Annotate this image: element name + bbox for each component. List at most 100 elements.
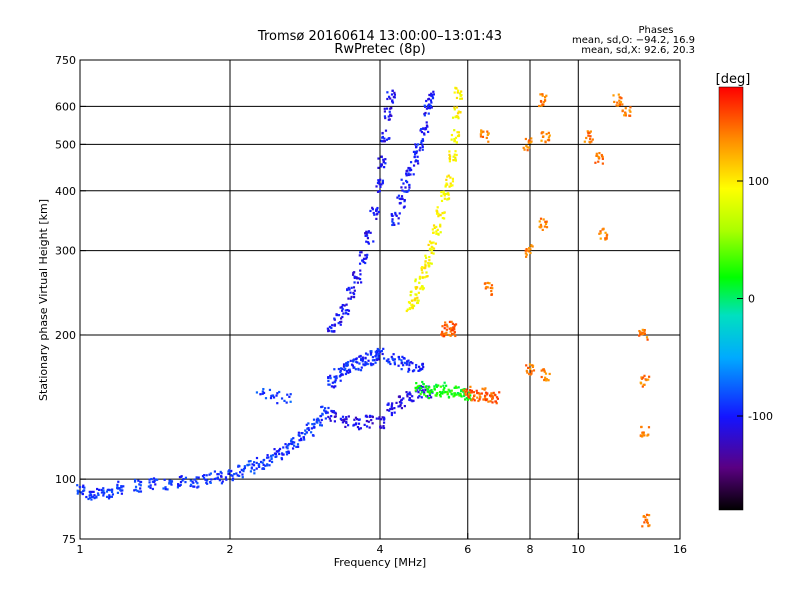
echo-point <box>403 198 406 202</box>
echo-point <box>400 362 403 365</box>
echo-point <box>148 478 151 481</box>
echo-point <box>376 347 379 351</box>
echo-point <box>282 446 285 449</box>
echo-point <box>408 361 411 364</box>
echo-point <box>469 389 472 392</box>
echo-point <box>456 91 459 94</box>
echo-point <box>391 101 395 104</box>
echo-point <box>233 472 236 476</box>
echo-point <box>321 412 324 415</box>
echo-point <box>111 493 115 496</box>
echo-point <box>228 469 231 472</box>
echo-point <box>324 411 328 415</box>
echo-point <box>261 390 264 393</box>
echo-point <box>404 186 407 189</box>
echo-point <box>639 381 642 384</box>
echo-point <box>445 328 448 331</box>
echo-point <box>426 390 429 393</box>
echo-point <box>193 478 196 481</box>
echo-point <box>422 382 425 386</box>
echo-point <box>285 453 289 456</box>
echo-point <box>490 284 494 287</box>
echo-point <box>525 364 528 367</box>
echo-point <box>538 220 541 223</box>
echo-point <box>343 368 346 372</box>
echo-point <box>389 97 392 100</box>
echo-point <box>95 496 98 499</box>
echo-point <box>492 391 495 394</box>
echo-point <box>345 420 348 424</box>
echo-point <box>647 514 651 517</box>
echo-point <box>96 487 99 491</box>
echo-point <box>432 90 435 93</box>
echo-point <box>420 141 423 144</box>
echo-point <box>399 201 402 205</box>
echo-point <box>445 182 448 185</box>
echo-point <box>598 151 601 155</box>
echo-point <box>409 361 413 364</box>
echo-point <box>382 424 385 428</box>
echo-point <box>643 329 646 332</box>
echo-point <box>255 456 259 460</box>
echo-point <box>442 388 445 391</box>
echo-point <box>359 251 362 254</box>
echo-point <box>423 112 426 116</box>
echo-point <box>384 162 387 165</box>
echo-point <box>298 439 301 442</box>
echo-point <box>391 223 394 227</box>
echo-point <box>353 271 356 274</box>
echo-point <box>210 478 213 481</box>
echo-point <box>612 94 615 97</box>
echo-point <box>406 308 409 311</box>
echo-point <box>624 107 627 110</box>
echo-point <box>352 286 356 289</box>
echo-point <box>531 245 534 248</box>
echo-point <box>435 209 438 212</box>
echo-point <box>202 476 206 480</box>
echo-point <box>224 476 228 479</box>
echo-point <box>321 405 324 408</box>
echo-point <box>344 309 347 312</box>
echo-point <box>323 409 326 412</box>
echo-point <box>330 385 334 388</box>
echo-point <box>365 240 368 243</box>
echo-point <box>376 358 379 361</box>
echo-point <box>647 433 650 436</box>
echo-point <box>391 218 394 221</box>
echo-point <box>408 186 411 189</box>
echo-point <box>447 174 450 177</box>
echo-point <box>454 385 457 388</box>
echo-point <box>209 481 212 484</box>
echo-point <box>121 489 124 492</box>
echo-point <box>206 479 209 482</box>
echo-point <box>184 481 187 484</box>
echo-point <box>352 358 356 361</box>
echo-point <box>393 361 396 364</box>
echo-point <box>415 382 418 385</box>
echo-point <box>295 445 298 449</box>
echo-point <box>427 243 430 247</box>
echo-point <box>387 95 391 98</box>
echo-point <box>376 351 379 354</box>
echo-point <box>448 185 451 188</box>
echo-point <box>418 149 421 152</box>
echo-point <box>414 297 417 300</box>
echo-point <box>430 389 433 392</box>
echo-point <box>604 231 607 234</box>
echo-point <box>377 210 380 214</box>
echo-point <box>543 378 546 381</box>
echo-point <box>293 441 296 444</box>
echo-point <box>416 385 420 388</box>
echo-point <box>97 493 100 497</box>
echo-point <box>107 488 110 491</box>
echo-point <box>459 94 462 97</box>
echo-point <box>585 136 588 140</box>
echo-point <box>312 418 316 421</box>
echo-point <box>525 144 528 148</box>
echo-point <box>180 475 183 478</box>
echo-point <box>102 487 105 490</box>
echo-point <box>393 407 396 410</box>
echo-point <box>397 222 400 225</box>
echo-point <box>390 355 393 359</box>
echo-point <box>358 418 361 421</box>
